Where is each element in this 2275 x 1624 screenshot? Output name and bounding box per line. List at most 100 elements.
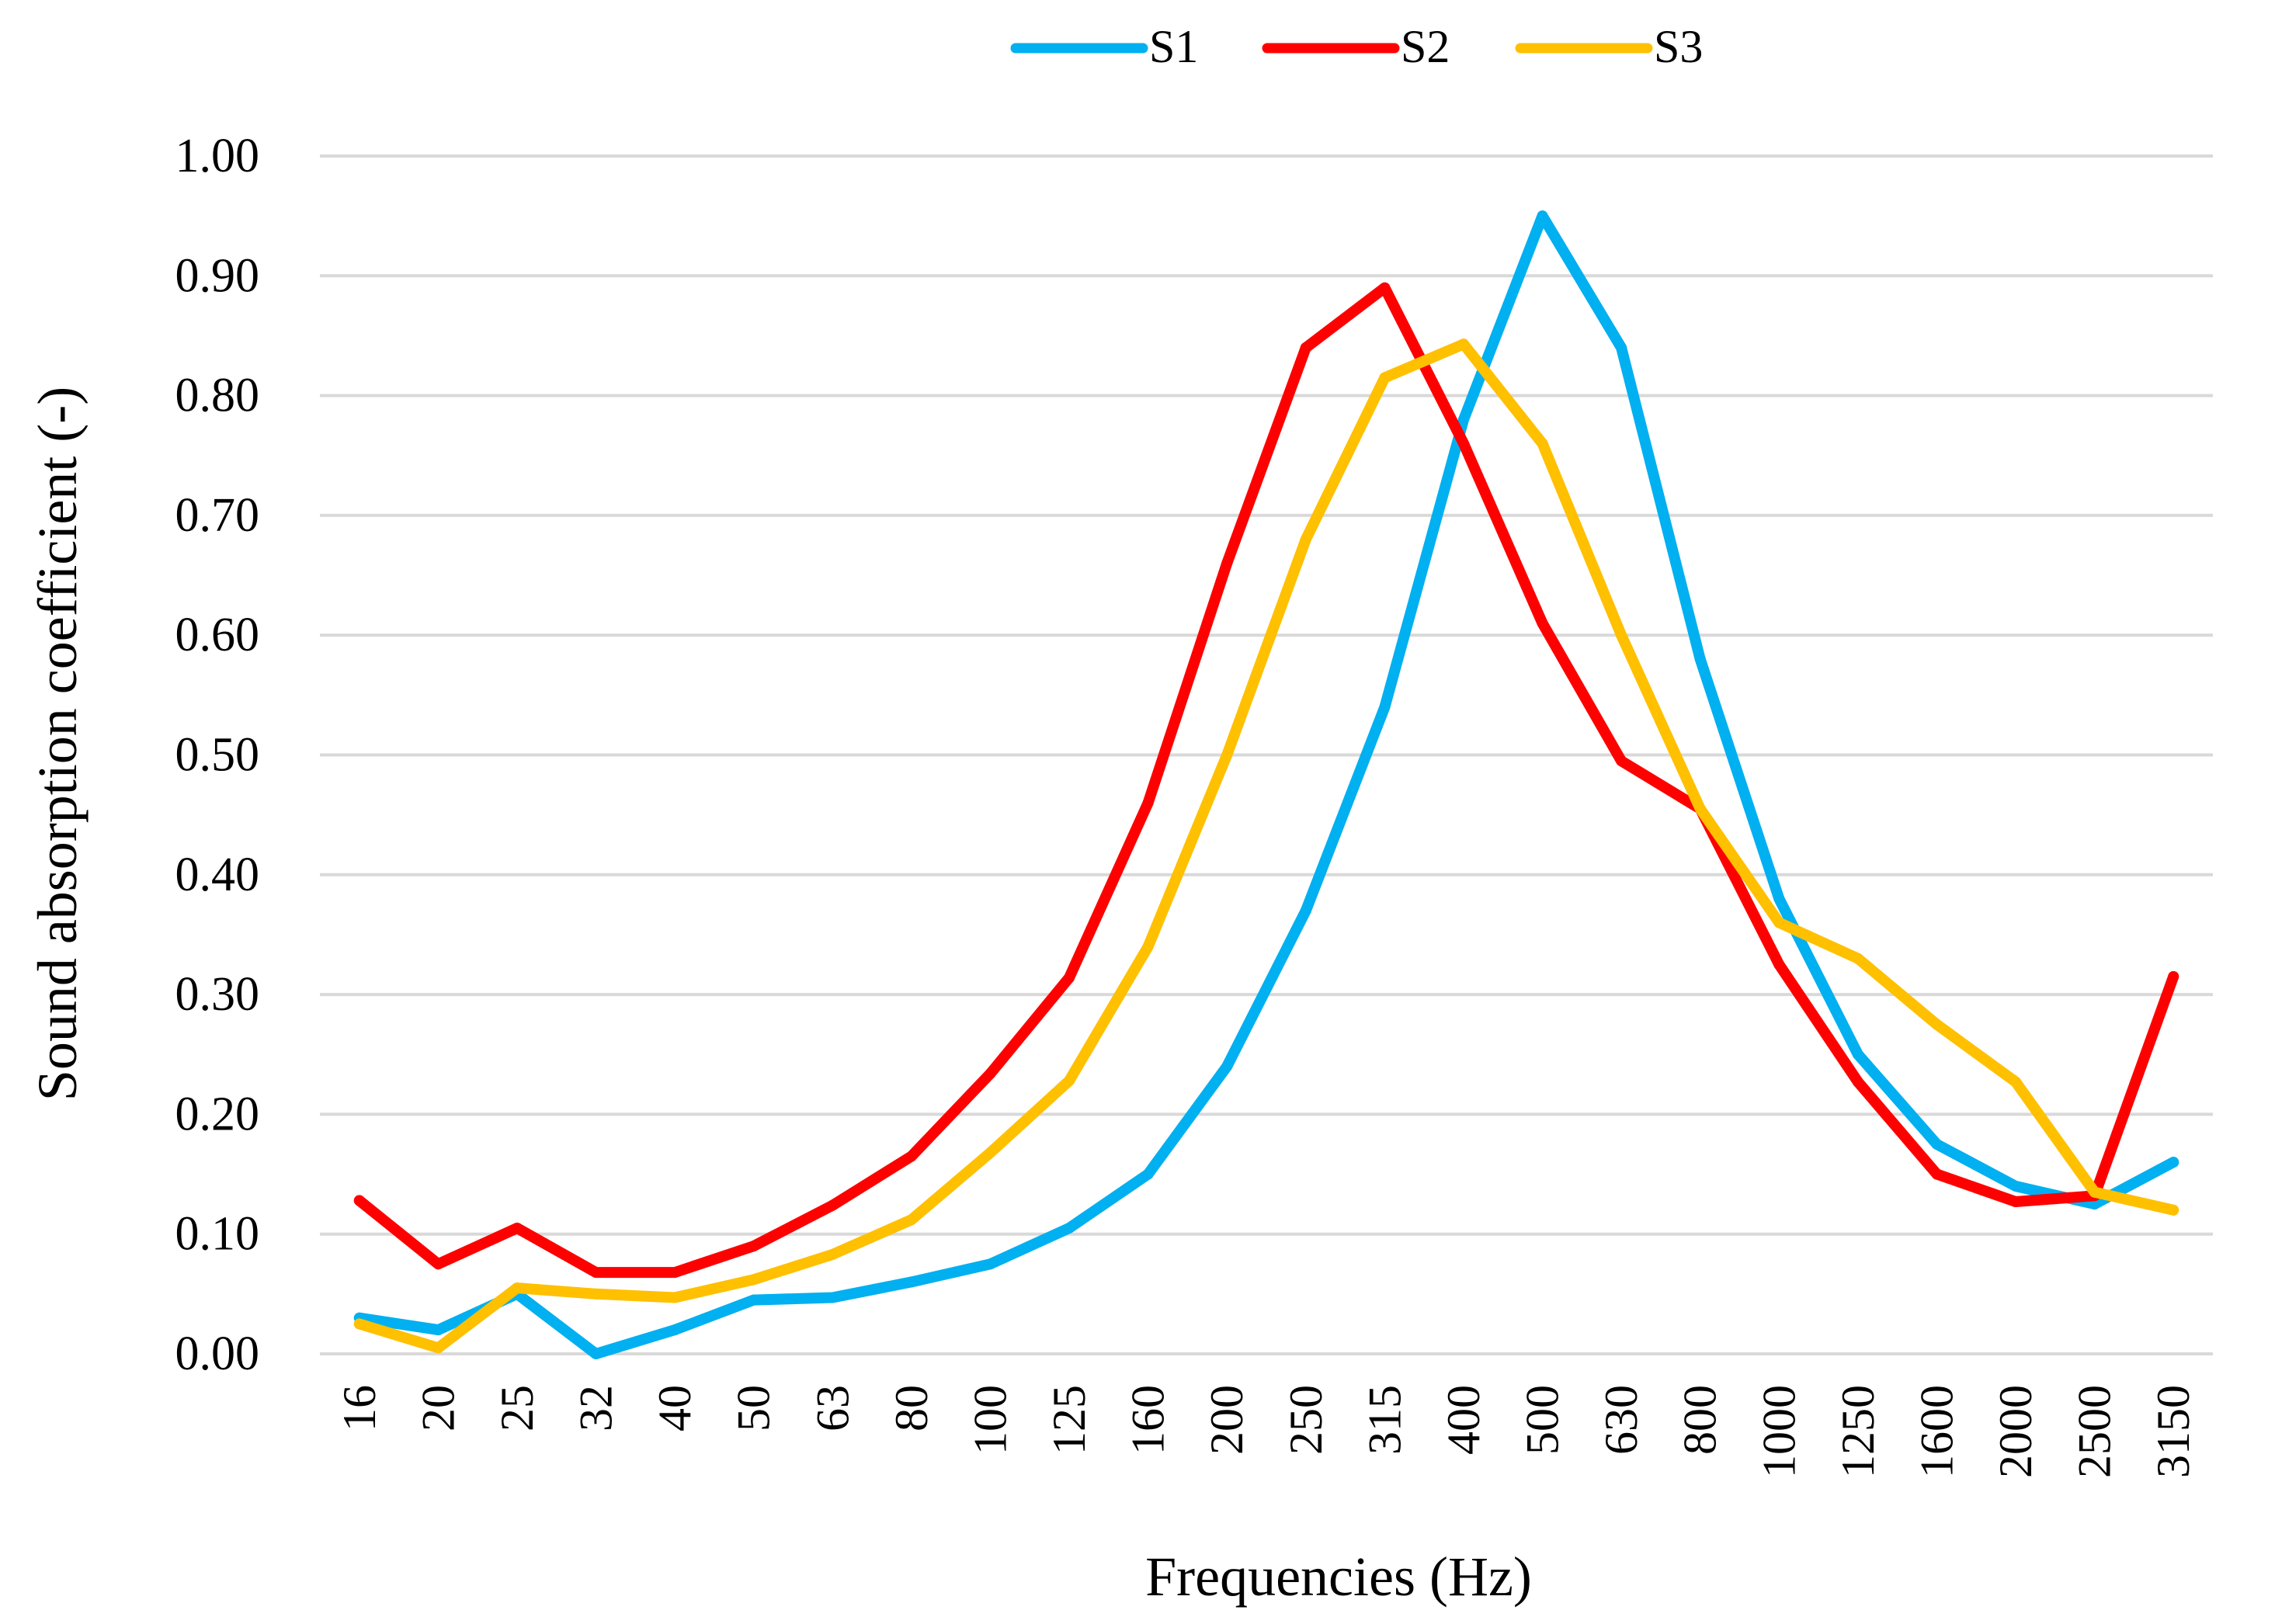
data-point-s2 xyxy=(1064,972,1075,984)
legend-entry-s2: S2 xyxy=(1262,21,1450,72)
data-point-s1 xyxy=(1852,1049,1863,1060)
x-tick-label: 315 xyxy=(1359,1385,1410,1455)
x-tick-label: 125 xyxy=(1044,1385,1095,1455)
data-point-s2 xyxy=(985,1067,996,1079)
x-tick-label: 80 xyxy=(886,1385,937,1431)
y-tick-label: 0.50 xyxy=(175,729,260,782)
x-tick-label: 3150 xyxy=(2148,1385,2199,1478)
x-tick-label: 500 xyxy=(1517,1385,1568,1455)
data-point-s2 xyxy=(669,1267,681,1279)
y-tick-label: 0.60 xyxy=(175,609,260,661)
data-point-s2 xyxy=(1773,959,1785,970)
data-point-s2 xyxy=(748,1241,759,1252)
y-axis-tick-labels: 0.00 0.10 0.20 0.30 0.40 0.50 0.60 0.70 0.80 0.90… xyxy=(175,130,260,1380)
x-tick-label: 250 xyxy=(1280,1385,1332,1455)
legend-label-s1: S1 xyxy=(1149,21,1198,72)
data-point-s1 xyxy=(590,1348,602,1359)
data-point-s3 xyxy=(1221,749,1233,761)
data-point-s2 xyxy=(1537,617,1548,629)
x-tick-label: 400 xyxy=(1438,1385,1489,1455)
data-point-s3 xyxy=(2168,1204,2179,1216)
x-tick-label: 800 xyxy=(1675,1385,1726,1455)
data-point-s3 xyxy=(1379,372,1391,383)
x-tick-label: 63 xyxy=(807,1385,858,1431)
data-point-s2 xyxy=(353,1195,365,1206)
y-tick-label: 0.20 xyxy=(175,1088,260,1140)
data-point-s1 xyxy=(1931,1138,1943,1150)
data-point-s2 xyxy=(511,1222,523,1234)
data-point-s1 xyxy=(1221,1060,1233,1072)
data-point-s3 xyxy=(511,1282,523,1294)
series-lines xyxy=(353,210,2179,1359)
y-tick-label: 0.40 xyxy=(175,848,260,901)
x-tick-label: 32 xyxy=(571,1385,622,1431)
data-point-s2 xyxy=(432,1258,444,1270)
data-point-s3 xyxy=(1537,438,1548,449)
x-tick-label: 50 xyxy=(728,1385,780,1431)
data-point-s2 xyxy=(905,1150,917,1162)
x-axis-tick-labels: 16 20 25 32 40 50 63 80 100 125 160 200 250 315 400 500… xyxy=(334,1385,2199,1478)
data-point-s1 xyxy=(1457,414,1469,425)
data-point-s1 xyxy=(2010,1180,2022,1192)
data-point-s2 xyxy=(1221,557,1233,569)
series-s2 xyxy=(353,282,2179,1279)
data-point-s1 xyxy=(1379,701,1391,713)
data-point-s2 xyxy=(1300,342,1311,353)
y-tick-label: 0.00 xyxy=(175,1327,260,1380)
legend-label-s2: S2 xyxy=(1401,21,1450,72)
data-point-s1 xyxy=(1537,210,1548,222)
data-point-s1 xyxy=(905,1276,917,1288)
data-point-s2 xyxy=(2168,970,2179,982)
y-axis-label: Sound absorption coefficient (-) xyxy=(26,387,89,1101)
data-point-s2 xyxy=(1457,438,1469,449)
x-tick-label: 160 xyxy=(1123,1385,1174,1455)
x-tick-label: 630 xyxy=(1596,1385,1647,1455)
data-point-s1 xyxy=(827,1292,839,1303)
data-point-s1 xyxy=(432,1324,444,1336)
x-axis-label: Frequencies (Hz) xyxy=(1145,1546,1532,1608)
data-point-s3 xyxy=(1694,803,1706,814)
data-point-s3 xyxy=(1852,953,1863,964)
data-point-s3 xyxy=(1616,630,1627,641)
series-line-s1 xyxy=(353,210,2179,1359)
data-point-s1 xyxy=(1694,654,1706,665)
y-tick-label: 0.90 xyxy=(175,249,260,302)
series-line-s2 xyxy=(353,282,2179,1279)
y-tick-label: 0.30 xyxy=(175,968,260,1021)
x-tick-label: 2000 xyxy=(1990,1385,2041,1478)
data-point-s2 xyxy=(1142,797,1154,809)
x-tick-label: 40 xyxy=(649,1385,700,1431)
data-point-s2 xyxy=(1931,1168,1943,1180)
data-point-s3 xyxy=(2010,1076,2022,1088)
data-point-s1 xyxy=(2089,1199,2100,1210)
legend-entry-s1: S1 xyxy=(1010,21,1198,72)
data-point-s1 xyxy=(669,1324,681,1336)
data-point-s2 xyxy=(1852,1076,1863,1088)
data-point-s3 xyxy=(432,1342,444,1354)
data-point-s2 xyxy=(827,1199,839,1211)
data-point-s3 xyxy=(1064,1075,1075,1087)
data-point-s1 xyxy=(1300,905,1311,917)
data-point-s2 xyxy=(1616,755,1627,767)
data-point-s1 xyxy=(985,1258,996,1270)
data-point-s2 xyxy=(590,1267,602,1279)
x-tick-label: 1000 xyxy=(1753,1385,1804,1478)
data-point-s3 xyxy=(1931,1018,1943,1030)
y-tick-label: 0.10 xyxy=(175,1208,260,1261)
data-point-s2 xyxy=(1379,282,1391,293)
legend-entry-s3: S3 xyxy=(1515,21,1703,72)
y-tick-label: 0.80 xyxy=(175,370,260,422)
data-point-s3 xyxy=(985,1147,996,1158)
x-tick-label: 100 xyxy=(964,1385,1016,1455)
data-point-s1 xyxy=(1064,1222,1075,1234)
data-point-s1 xyxy=(1773,893,1785,904)
data-point-s3 xyxy=(1457,338,1469,350)
x-tick-label: 1600 xyxy=(1911,1385,1962,1478)
data-point-s3 xyxy=(1142,941,1154,953)
x-tick-label: 1250 xyxy=(1832,1385,1884,1478)
legend-label-s3: S3 xyxy=(1654,21,1703,72)
y-tick-label: 1.00 xyxy=(175,130,260,182)
data-point-s3 xyxy=(1773,917,1785,928)
gridlines xyxy=(320,154,2213,1355)
legend: S1 S2 S3 xyxy=(1010,21,1703,72)
